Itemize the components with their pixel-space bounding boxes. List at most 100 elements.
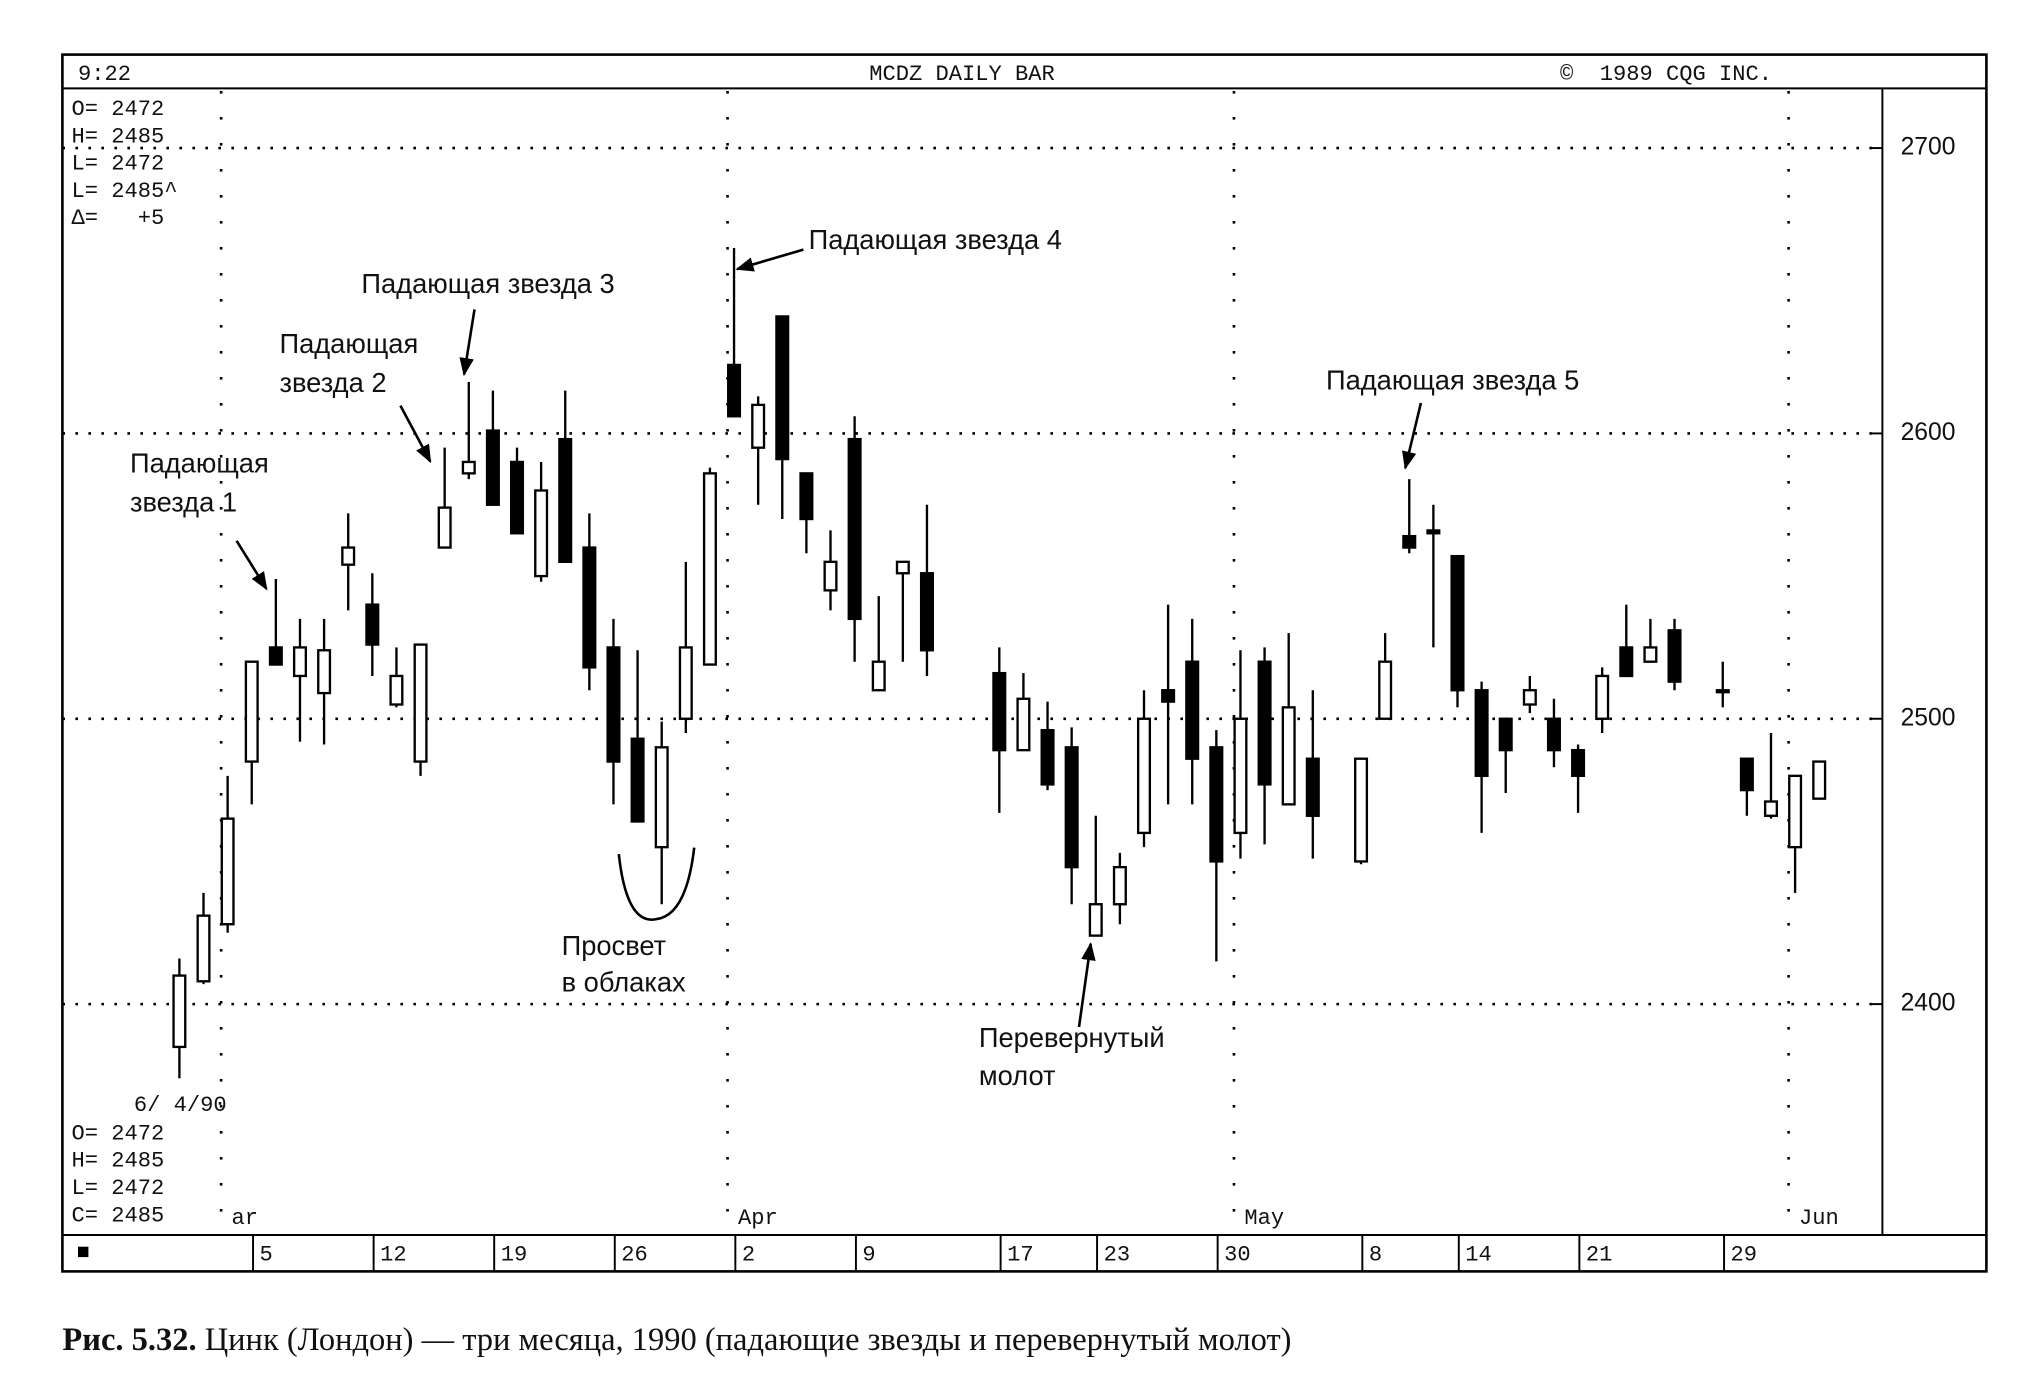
candle-body xyxy=(1667,629,1682,683)
x-tick-label: 2 xyxy=(742,1242,755,1267)
month-label: Apr xyxy=(738,1206,778,1231)
candle-body xyxy=(823,560,838,592)
y-tick-label: 2500 xyxy=(1901,704,1956,731)
candle-body xyxy=(1715,689,1730,694)
y-tick-label: 2600 xyxy=(1901,419,1956,446)
candle-body xyxy=(1305,757,1320,817)
candle-body xyxy=(558,437,573,563)
x-tick-label: 23 xyxy=(1104,1242,1131,1267)
x-tick-label: 21 xyxy=(1586,1242,1613,1267)
candle-body xyxy=(1571,748,1586,778)
y-tick-label: 2700 xyxy=(1901,134,1956,161)
candle-body xyxy=(317,649,332,695)
header-copyright: © 1989 CQG INC. xyxy=(1560,62,1772,87)
candle-body xyxy=(1546,717,1561,752)
x-tick-label: 14 xyxy=(1465,1242,1491,1267)
candle-body xyxy=(992,671,1007,752)
candle-body xyxy=(1233,717,1248,835)
annotation: Падающая xyxy=(280,328,419,359)
candle-body xyxy=(1064,746,1079,869)
candle-body xyxy=(1426,529,1441,535)
arrow xyxy=(735,248,804,272)
chart-frame xyxy=(61,53,1988,1273)
candle-body xyxy=(678,646,693,720)
x-tick-label: 19 xyxy=(501,1242,528,1267)
arrow xyxy=(459,309,476,377)
candle-body xyxy=(919,572,934,652)
info-top: O= 2472 xyxy=(72,97,165,122)
candle-body xyxy=(365,603,380,646)
annotation: звезда 2 xyxy=(280,367,387,398)
candle-body xyxy=(1739,757,1754,792)
x-tick-label: 30 xyxy=(1224,1242,1251,1267)
candle-body xyxy=(1088,903,1103,937)
candle-body xyxy=(1643,646,1658,663)
candle-body xyxy=(1209,746,1224,863)
arrow xyxy=(1402,402,1423,470)
candle-body xyxy=(606,646,621,763)
candle-body xyxy=(727,363,742,418)
x-tick-label: 12 xyxy=(380,1242,406,1267)
caption: Рис. 5.32. Цинк (Лондон) — три месяца, 1… xyxy=(62,1322,1291,1358)
annotation: Падающая звезда 4 xyxy=(809,224,1062,255)
candle-body xyxy=(871,660,886,692)
info-bottom: L= 2472 xyxy=(72,1176,165,1201)
candle-body xyxy=(895,560,910,575)
candle-body xyxy=(751,403,766,449)
header-time: 9:22 xyxy=(78,62,131,87)
candle-body xyxy=(1136,717,1152,835)
info-bottom: H= 2485 xyxy=(72,1149,165,1174)
caption-label: Рис. 5.32. xyxy=(62,1322,196,1358)
annotation: в облаках xyxy=(562,966,686,997)
annotation-arrows xyxy=(235,248,1423,1028)
candle-body xyxy=(1498,717,1513,752)
x-tick-label: 17 xyxy=(1007,1242,1034,1267)
info-top: Δ= +5 xyxy=(72,206,165,231)
candle-body xyxy=(702,472,717,666)
candle-body xyxy=(341,546,356,566)
caption-text: Цинк (Лондон) — три месяца, 1990 (падающ… xyxy=(197,1322,1292,1358)
candle-body xyxy=(509,460,525,535)
y-tick-label: 2400 xyxy=(1901,990,1956,1017)
candle-body xyxy=(413,643,428,763)
info-bottom: C= 2485 xyxy=(72,1203,165,1228)
x-tick-label: 29 xyxy=(1731,1242,1757,1267)
x-tick-label: 5 xyxy=(260,1242,273,1267)
annotation: Падающая звезда 3 xyxy=(361,268,614,299)
candle-body xyxy=(630,737,645,823)
candle-body xyxy=(1378,660,1393,720)
candle-body xyxy=(389,674,404,706)
annotation: Падающая звезда 5 xyxy=(1326,364,1579,395)
candle-body xyxy=(461,460,476,475)
annotation: Просвет xyxy=(562,930,667,961)
candle-body xyxy=(485,429,500,506)
x-tick-label: 26 xyxy=(621,1242,647,1267)
candle-body xyxy=(1040,729,1055,786)
candle-body xyxy=(1812,760,1827,800)
candle-body xyxy=(654,746,669,849)
candle-body xyxy=(1619,646,1634,678)
x-tick-label: 9 xyxy=(862,1242,875,1267)
candle-body xyxy=(437,506,452,549)
candle-body xyxy=(1450,554,1465,692)
info-bottom: O= 2472 xyxy=(72,1121,165,1146)
candle-body xyxy=(1788,774,1803,849)
candle-body xyxy=(582,546,597,669)
candle-body xyxy=(292,646,307,678)
candle-body xyxy=(799,472,814,521)
candle-body xyxy=(1161,689,1176,703)
info-top: H= 2485 xyxy=(72,124,165,149)
info-top: L= 2472 xyxy=(72,152,165,177)
candle-body xyxy=(1402,534,1417,549)
candle-body xyxy=(268,646,283,666)
candle-body xyxy=(1016,697,1031,752)
candle-body xyxy=(1522,689,1537,706)
annotation: звезда 1 xyxy=(130,487,237,518)
candle-body xyxy=(847,437,862,621)
candle-body xyxy=(1112,865,1127,906)
month-label: ar xyxy=(232,1206,258,1231)
x-tick-label: 8 xyxy=(1369,1242,1382,1267)
candle-body xyxy=(172,974,187,1049)
month-label: Jun xyxy=(1799,1206,1839,1231)
